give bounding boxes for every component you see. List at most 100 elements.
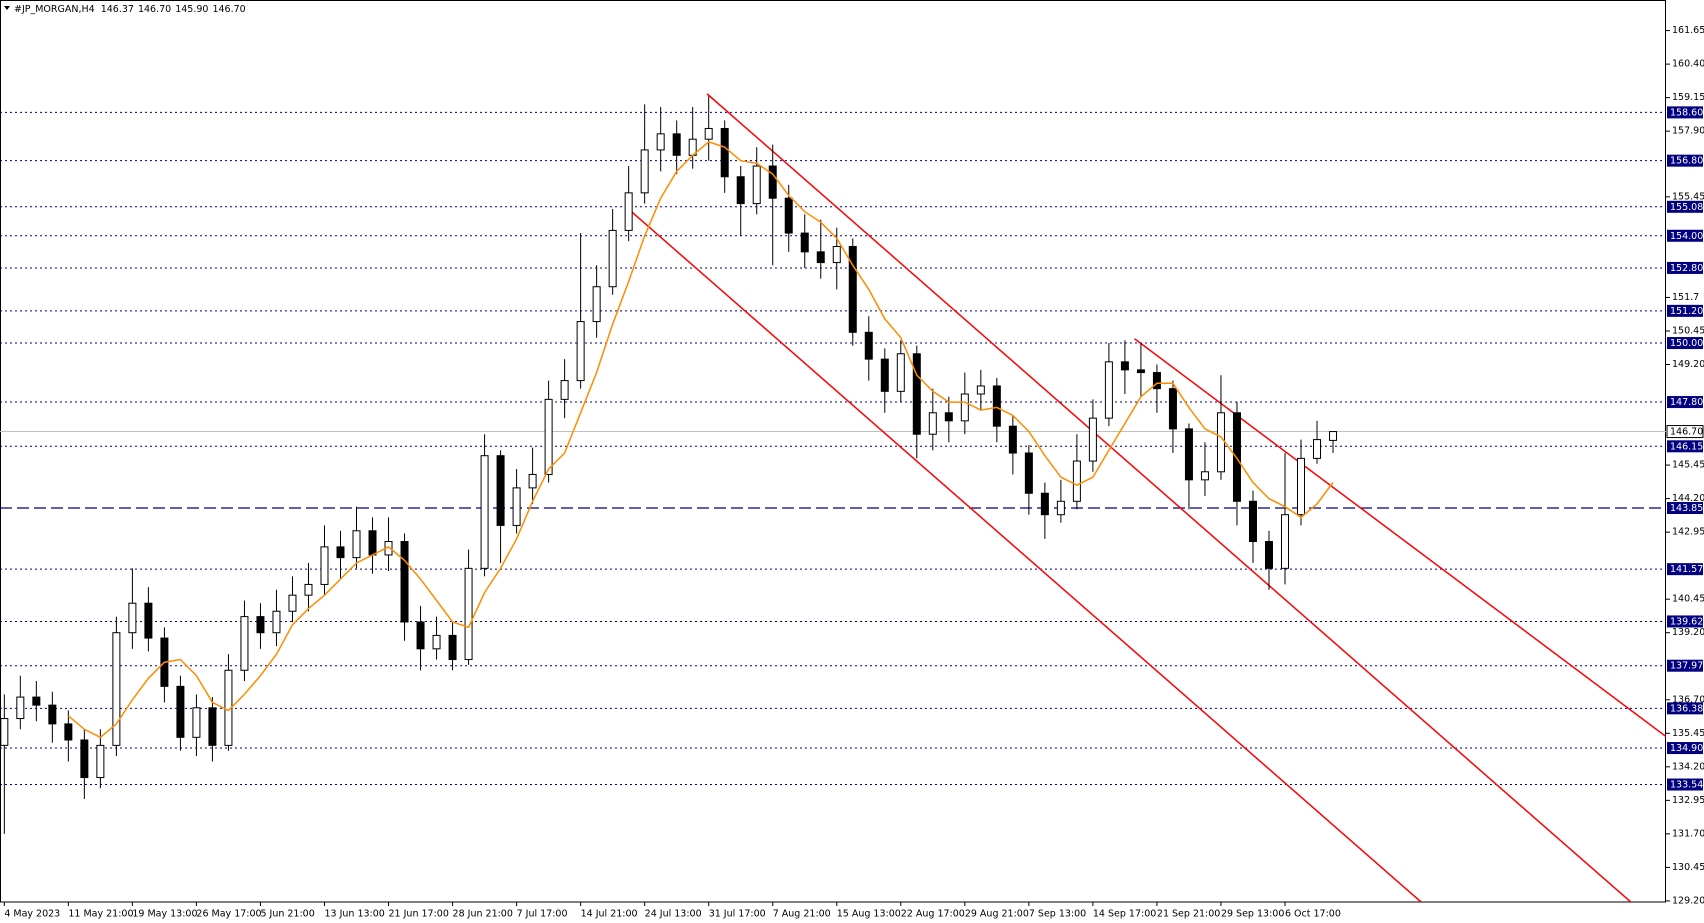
x-tick-label: 7 Aug 21:00: [773, 909, 831, 920]
level-label: 146.15: [1670, 441, 1703, 452]
candle-body: [64, 723, 73, 741]
candle-body: [304, 583, 313, 596]
x-tick-label: 31 Jul 17:00: [709, 909, 766, 920]
candle-body: [192, 707, 201, 738]
candle-body: [1232, 412, 1241, 502]
candle-body: [464, 567, 473, 661]
level-label: 154.00: [1670, 231, 1703, 242]
candle-body: [896, 353, 905, 392]
candle-body: [624, 192, 633, 231]
level-box: [1667, 778, 1703, 791]
y-tick-label: 131.70: [1672, 828, 1704, 839]
candle-body: [432, 634, 441, 650]
candle-body: [1024, 452, 1033, 494]
candle-body: [880, 358, 889, 392]
candle-body: [1040, 492, 1049, 516]
candle-body: [576, 321, 585, 382]
x-tick-label: 14 Jul 21:00: [581, 909, 638, 920]
y-tick-label: 161.65: [1672, 25, 1704, 36]
candle-body: [928, 412, 937, 435]
level-box: [1667, 106, 1703, 119]
candle-body: [976, 385, 985, 395]
x-tick-label: 29 Sep 13:00: [1221, 909, 1284, 920]
level-label: 139.62: [1670, 616, 1703, 627]
candle-body: [48, 704, 57, 725]
level-label: 134.90: [1670, 743, 1703, 754]
candle-body: [256, 616, 265, 634]
candle-body: [864, 331, 873, 360]
level-label: 141.57: [1670, 564, 1703, 575]
level-box: [1667, 742, 1703, 755]
candle-body: [80, 739, 89, 779]
candle-body: [800, 232, 809, 253]
level-label: 151.20: [1670, 306, 1703, 317]
y-tick-label: 136.70: [1672, 694, 1704, 705]
y-tick-label: 149.20: [1672, 359, 1704, 370]
candle-body: [704, 127, 713, 140]
candle-body: [784, 197, 793, 234]
candle-body: [1104, 361, 1113, 419]
trendline: [1134, 338, 1666, 738]
x-tick-label: 28 Jun 21:00: [453, 909, 513, 920]
candle-body: [656, 133, 665, 151]
menu-icon[interactable]: [4, 6, 10, 10]
y-tick-label: 151.7: [1672, 292, 1699, 303]
axes: 161.65 160.40 159.15 157.90 155.45 151.7 150.4…: [3, 25, 1704, 920]
candle-body: [512, 487, 521, 526]
candle-body: [1313, 439, 1322, 459]
level-box: [1667, 396, 1703, 409]
candle-body: [608, 229, 617, 288]
level-label: 143.85: [1670, 503, 1703, 514]
candle-body: [400, 541, 409, 623]
level-label: 133.54: [1670, 780, 1703, 791]
x-tick-label: 21 Sep 21:00: [1157, 909, 1220, 920]
candle-body: [16, 696, 25, 720]
y-tick-label: 145.45: [1672, 460, 1704, 471]
level-box: [1667, 563, 1703, 576]
plot-frame: [0, 0, 1666, 903]
candle-body: [176, 685, 185, 738]
y-tick-label: 140.45: [1672, 594, 1704, 605]
chart-header: #JP_MORGAN,H4 146.37 146.70 145.90 146.70: [14, 4, 246, 15]
candle-body: [368, 530, 377, 556]
plot-area: [0, 93, 1666, 902]
level-box: [1667, 702, 1703, 715]
x-tick-label: 26 May 17:00: [196, 909, 261, 920]
y-tick-label: 155.45: [1672, 191, 1704, 202]
candle-body: [1008, 425, 1017, 454]
candle-body: [1184, 428, 1193, 481]
candle-body: [32, 696, 41, 706]
y-tick-label: 130.45: [1672, 862, 1704, 873]
candle-body: [240, 616, 249, 671]
y-tick-label: 150.45: [1672, 325, 1704, 336]
x-tick-label: 19 May 13:00: [132, 909, 197, 920]
candle-body: [0, 718, 9, 746]
x-tick-label: 7 Sep 13:00: [1029, 909, 1086, 920]
candle-body: [1248, 500, 1257, 543]
y-tick-label: 134.20: [1672, 761, 1704, 772]
candle-body: [1297, 457, 1306, 516]
level-label: 152.80: [1670, 263, 1703, 274]
candle-body: [1216, 412, 1225, 473]
level-label: 155.08: [1670, 202, 1703, 213]
candle-body: [1152, 372, 1161, 390]
candle-body: [208, 707, 217, 746]
price-box: [1666, 425, 1704, 439]
price-label: 146.70: [1670, 427, 1703, 438]
candle-body: [992, 385, 1001, 427]
candle-body: [672, 133, 681, 156]
y-tick-label: 159.15: [1672, 92, 1704, 103]
candle-body: [128, 602, 137, 634]
y-tick-label: 157.90: [1672, 126, 1704, 137]
y-tick-label: 132.95: [1672, 795, 1704, 806]
candle-body: [816, 251, 825, 264]
candle-body: [768, 165, 777, 199]
level-label: 150.00: [1670, 338, 1703, 349]
level-box: [1667, 337, 1703, 350]
candle-body: [1120, 361, 1129, 371]
x-tick-label: 14 Sep 17:00: [1093, 909, 1156, 920]
level-box: [1667, 261, 1703, 274]
level-label: 136.38: [1670, 703, 1703, 714]
candle-body: [1280, 514, 1289, 569]
